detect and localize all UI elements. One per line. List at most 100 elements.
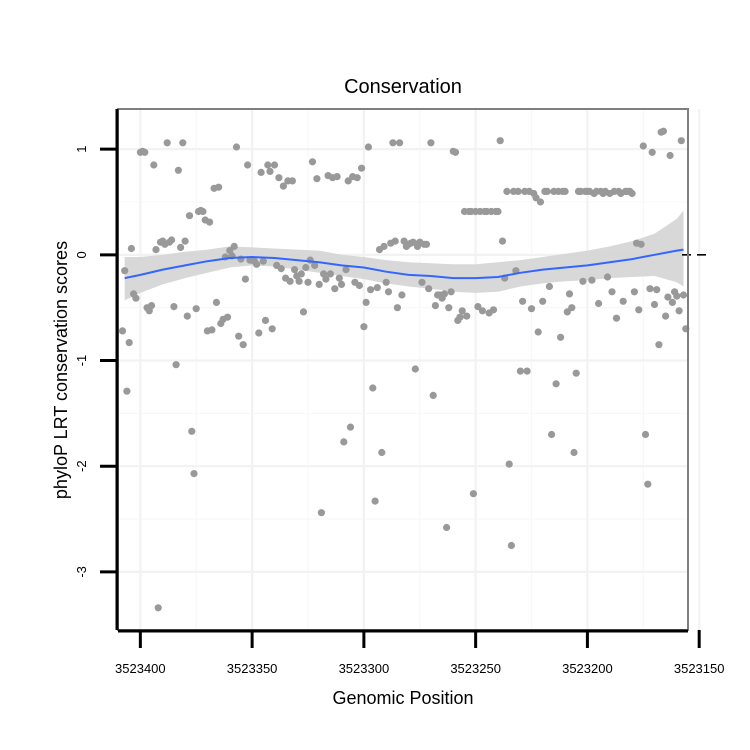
data-point xyxy=(141,148,149,156)
data-point xyxy=(637,240,645,248)
data-point xyxy=(545,282,554,291)
data-point xyxy=(494,207,502,216)
data-point xyxy=(255,329,263,337)
data-point xyxy=(179,139,187,147)
data-point xyxy=(317,509,325,517)
data-point xyxy=(152,246,160,254)
data-point xyxy=(364,143,372,151)
data-point xyxy=(668,298,677,306)
data-point xyxy=(235,332,243,340)
data-point xyxy=(313,175,321,183)
data-point xyxy=(331,285,339,293)
data-point xyxy=(463,312,471,320)
data-point xyxy=(478,307,486,315)
data-point xyxy=(523,367,531,375)
data-point xyxy=(552,380,560,388)
data-point xyxy=(648,148,656,156)
data-point xyxy=(192,305,200,313)
data-point xyxy=(190,470,198,478)
y-tick-label: -3 xyxy=(74,566,89,578)
data-point xyxy=(628,189,636,198)
data-point xyxy=(384,288,393,296)
data-point xyxy=(489,306,498,314)
x-tick-label: 3523400 xyxy=(115,661,166,676)
data-point xyxy=(664,293,672,301)
data-point xyxy=(679,291,688,299)
data-point xyxy=(440,290,448,298)
data-point xyxy=(445,304,453,312)
data-point xyxy=(539,297,547,305)
data-point xyxy=(125,339,133,347)
data-point xyxy=(635,306,643,314)
data-point xyxy=(127,244,135,253)
axes: 3523400 3523350 3523300 3523250 3523200 35231… xyxy=(74,109,724,676)
data-point xyxy=(206,218,214,226)
data-point xyxy=(261,316,270,324)
data-point xyxy=(519,297,527,305)
data-point xyxy=(673,292,681,300)
data-point xyxy=(326,270,334,278)
data-point xyxy=(443,523,451,532)
data-point xyxy=(170,303,178,311)
data-point xyxy=(534,328,542,336)
data-point xyxy=(425,285,433,293)
data-point xyxy=(675,307,683,315)
data-point xyxy=(337,280,346,288)
data-point xyxy=(123,387,131,395)
data-point xyxy=(268,325,276,333)
data-point xyxy=(288,177,296,185)
data-point xyxy=(579,277,587,285)
y-tick-label: -1 xyxy=(74,355,89,367)
data-point xyxy=(456,313,464,321)
confidence-band-layer xyxy=(124,210,684,301)
data-point xyxy=(393,304,401,312)
x-tick-label: 3523350 xyxy=(227,661,278,676)
data-point xyxy=(333,173,341,181)
data-point xyxy=(239,341,247,349)
data-point xyxy=(259,257,267,265)
data-point xyxy=(447,288,455,296)
data-point xyxy=(677,137,685,145)
data-point xyxy=(422,240,431,248)
data-point xyxy=(241,275,249,283)
data-point xyxy=(183,312,191,320)
data-point xyxy=(360,323,368,331)
data-point xyxy=(353,174,361,182)
data-point xyxy=(458,307,466,315)
y-tick-label: -2 xyxy=(74,460,89,472)
panel-border xyxy=(117,108,689,631)
data-point xyxy=(181,237,189,245)
data-point xyxy=(369,384,377,392)
data-point xyxy=(650,300,659,309)
data-point xyxy=(199,207,207,216)
data-point xyxy=(232,143,241,151)
data-point xyxy=(429,391,437,399)
data-point xyxy=(174,166,182,174)
data-point xyxy=(516,367,525,375)
smooth-line xyxy=(124,248,684,280)
data-point xyxy=(304,278,312,286)
x-tick-label: 3523250 xyxy=(450,661,501,676)
data-point xyxy=(503,187,511,195)
data-point xyxy=(662,312,670,320)
data-point xyxy=(619,297,627,305)
data-point xyxy=(396,139,404,147)
data-point xyxy=(498,237,507,245)
data-point xyxy=(208,326,216,334)
data-point xyxy=(346,423,355,431)
data-point xyxy=(362,298,370,306)
data-point xyxy=(163,139,171,147)
data-point xyxy=(340,438,348,446)
data-point xyxy=(154,604,162,612)
data-point xyxy=(603,273,612,281)
data-point xyxy=(608,288,616,296)
data-point xyxy=(507,541,515,550)
data-point xyxy=(391,237,399,245)
data-point xyxy=(612,314,621,322)
data-point xyxy=(641,430,650,439)
data-point xyxy=(371,497,379,505)
data-point xyxy=(367,286,375,294)
data-point xyxy=(291,266,299,274)
x-axis-label: Genomic Position xyxy=(332,688,473,708)
data-point xyxy=(286,277,294,285)
